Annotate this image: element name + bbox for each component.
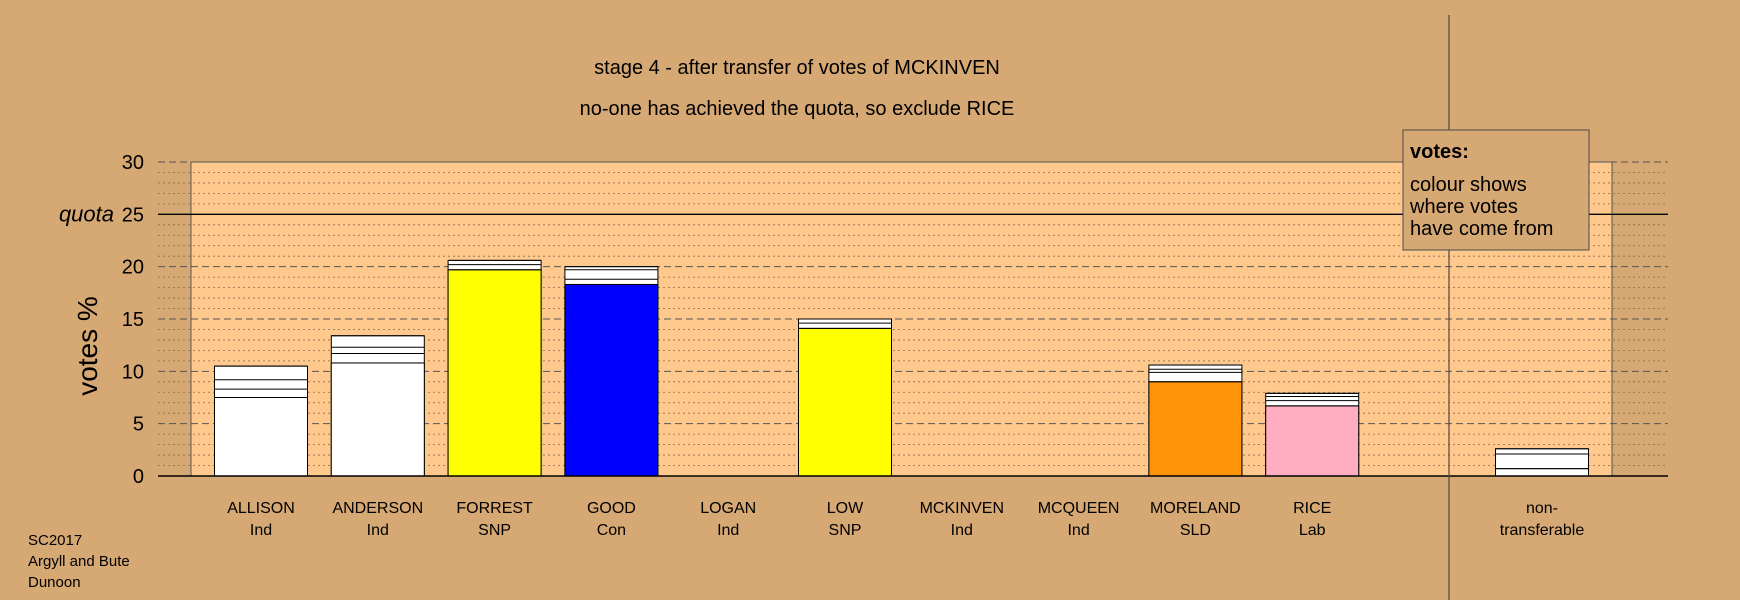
candidate-mcqueen-name-label: MCQUEEN	[1038, 500, 1120, 517]
footer-ward: Dunoon	[28, 574, 81, 591]
legend-line: have come from	[1410, 218, 1553, 240]
non-transferable-first-pref-segment	[1495, 468, 1589, 477]
quota-label: quota	[59, 201, 114, 226]
legend-line: colour shows	[1410, 174, 1527, 196]
candidate-mcqueen-party-label: Ind	[1067, 522, 1089, 539]
candidate-rice-party-label: Lab	[1299, 522, 1326, 539]
non-transferable-label: transferable	[1500, 522, 1585, 539]
candidate-mckinven-party-label: Ind	[951, 522, 973, 539]
candidate-low-party-label: SNP	[829, 522, 862, 539]
y-tick-label: 25	[122, 204, 144, 226]
candidate-good-party-label: Con	[597, 522, 626, 539]
legend-line: where votes	[1409, 196, 1518, 218]
candidate-anderson-party-label: Ind	[367, 522, 389, 539]
candidate-allison-first-pref-segment	[214, 397, 308, 477]
candidate-good-name-label: GOOD	[587, 500, 636, 517]
y-tick-label: 10	[122, 361, 144, 383]
candidate-moreland-first-pref-segment	[1148, 381, 1243, 477]
candidate-forrest-first-pref-segment	[447, 269, 542, 477]
candidate-logan-name-label: LOGAN	[700, 500, 756, 517]
candidate-rice-name-label: RICE	[1293, 500, 1331, 517]
footer-info: SC2017 Argyll and Bute Dunoon	[28, 530, 130, 593]
footer-council: Argyll and Bute	[28, 553, 130, 570]
candidate-moreland-party-label: SLD	[1180, 522, 1211, 539]
candidate-anderson-first-pref-segment	[330, 362, 425, 477]
candidate-good-first-pref-segment	[564, 283, 659, 477]
candidate-anderson-name-label: ANDERSON	[332, 500, 423, 517]
y-tick-label: 15	[122, 309, 144, 331]
non-transferable-label: non-	[1526, 500, 1558, 517]
candidate-allison-party-label: Ind	[250, 522, 272, 539]
y-tick-label: 0	[133, 466, 144, 488]
candidate-allison-name-label: ALLISON	[227, 500, 295, 517]
chart-title: stage 4 - after transfer of votes of MCK…	[594, 57, 1000, 79]
chart-subtitle: no-one has achieved the quota, so exclud…	[580, 98, 1015, 120]
legend-title: votes:	[1410, 141, 1469, 163]
candidate-logan-party-label: Ind	[717, 522, 739, 539]
candidate-moreland-name-label: MORELAND	[1150, 500, 1241, 517]
y-tick-label: 30	[122, 152, 144, 174]
candidate-rice-first-pref-segment	[1265, 405, 1360, 477]
legend-box	[1402, 129, 1590, 251]
candidate-low-name-label: LOW	[827, 500, 864, 517]
y-tick-label: 20	[122, 257, 144, 279]
candidate-low-first-pref-segment	[798, 327, 892, 477]
y-tick-label: 5	[133, 414, 144, 436]
candidate-forrest-party-label: SNP	[478, 522, 511, 539]
candidate-mckinven-name-label: MCKINVEN	[920, 500, 1004, 517]
footer-election: SC2017	[28, 532, 83, 549]
candidate-forrest-name-label: FORREST	[456, 500, 533, 517]
y-axis-label: votes %	[72, 296, 103, 396]
